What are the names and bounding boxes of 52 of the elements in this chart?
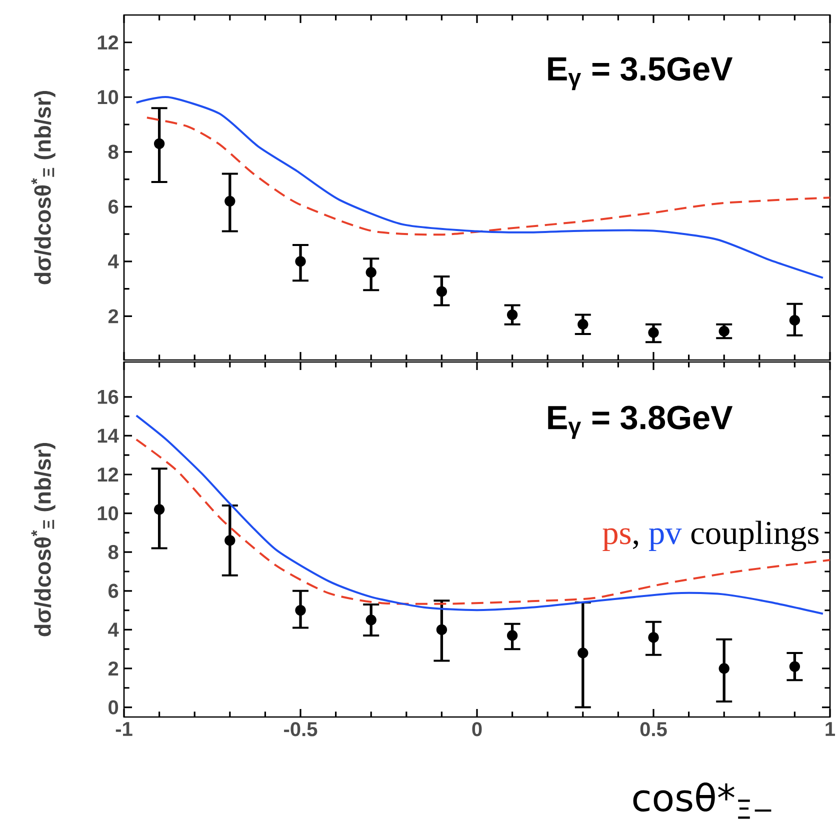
line-series [146, 116, 830, 236]
y-tick-label: 4 [108, 622, 119, 637]
y-axis-title: dσ/dcosθ$^{*}$$_{Ξ}$ (nb/sr) [31, 442, 56, 636]
point [789, 314, 800, 326]
point [366, 267, 376, 278]
y-tick-label: 14 [98, 428, 119, 443]
x-tick-label: 0.5 [640, 722, 667, 736]
point [366, 614, 376, 626]
y-tick-label: 6 [108, 200, 118, 214]
annotation: E$_{γ}$ = 3.8GeV [548, 406, 733, 439]
point [224, 535, 236, 546]
point [154, 138, 165, 150]
line-series [135, 438, 830, 605]
x-tick-label: -1 [116, 722, 132, 736]
point [718, 326, 730, 337]
x-tick-label: -0.5 [284, 722, 318, 736]
y-tick-label: 2 [108, 309, 118, 324]
x-axis-title: cosθ*$_{Ξ−}$ [633, 782, 772, 819]
point [295, 256, 306, 267]
y-tick-label: 10 [98, 90, 118, 104]
annotation: , [633, 540, 638, 550]
annotation: E$_{γ}$ = 3.5GeV [548, 57, 733, 90]
line-series [135, 96, 824, 279]
point [648, 327, 659, 338]
point [648, 632, 659, 643]
x-tick-label: 0 [472, 722, 482, 736]
point [578, 319, 588, 330]
point [578, 648, 588, 658]
point [154, 504, 165, 515]
point [295, 604, 306, 616]
y-axis-title: dσ/dcosθ$^{*}$$_{Ξ}$ (nb/sr) [31, 90, 56, 284]
point [436, 624, 448, 636]
y-tick-label: 8 [108, 144, 118, 159]
y-tick-label: 12 [98, 35, 118, 50]
point [506, 309, 518, 320]
y-tick-label: 12 [98, 468, 118, 482]
y-tick-label: 4 [108, 254, 119, 268]
y-tick-label: 2 [108, 662, 118, 676]
series-label: pv [648, 528, 682, 551]
y-tick-label: 0 [108, 700, 118, 714]
point [718, 663, 730, 674]
y-tick-label: 10 [98, 506, 118, 520]
point [436, 286, 448, 297]
y-tick-label: 16 [98, 390, 118, 404]
point [506, 630, 518, 641]
point [789, 661, 800, 672]
annotation: couplings [691, 520, 819, 552]
series-label: ps [602, 528, 631, 551]
y-tick-label: 8 [108, 545, 118, 560]
x-tick-label: 1 [826, 722, 835, 736]
y-tick-label: 6 [108, 584, 118, 598]
point [224, 196, 236, 207]
